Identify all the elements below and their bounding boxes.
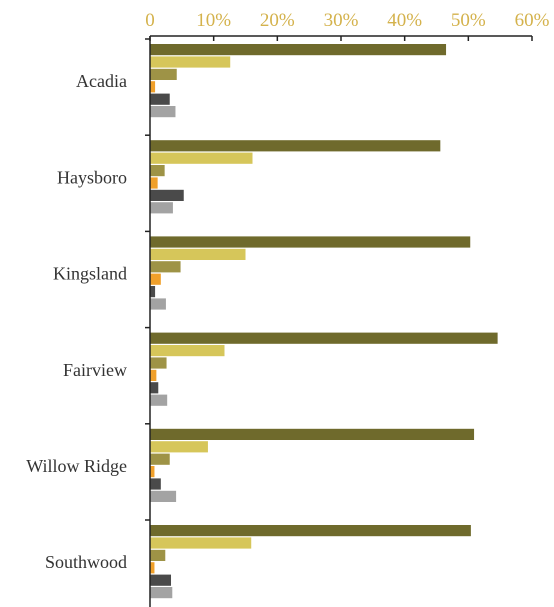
bar (150, 140, 441, 152)
bar (150, 357, 167, 369)
bar (150, 106, 176, 118)
bars (150, 44, 498, 599)
x-tick-label: 40% (387, 10, 422, 31)
bar (150, 332, 498, 344)
bar (150, 81, 156, 93)
bar (150, 394, 168, 406)
axes (145, 35, 533, 607)
bar (150, 286, 156, 298)
category-label: Haysboro (57, 167, 127, 187)
x-tick-label: 30% (324, 10, 359, 31)
category-label: Acadia (76, 71, 127, 91)
bar (150, 587, 173, 599)
x-tick-label: 10% (196, 10, 231, 31)
bar (150, 537, 252, 549)
bar (150, 273, 161, 285)
category-label: Willow Ridge (26, 456, 127, 476)
x-tick-label: 0 (145, 10, 155, 31)
bar (150, 549, 166, 561)
bar (150, 93, 170, 105)
bar (150, 298, 166, 310)
bar (150, 68, 177, 80)
bar (150, 202, 173, 214)
bar (150, 56, 231, 68)
bar (150, 490, 177, 502)
bar (150, 428, 475, 440)
category-labels: Acadia Haysboro Kingsland Fairview Willow Ri… (26, 71, 127, 572)
x-tick-label: 20% (260, 10, 295, 31)
bar (150, 441, 208, 453)
category-label: Fairview (63, 360, 127, 380)
bar (150, 345, 225, 357)
bar (150, 236, 471, 248)
category-label: Kingsland (53, 264, 127, 284)
x-tick-label: 50% (451, 10, 486, 31)
bar (150, 189, 184, 201)
bar (150, 369, 157, 381)
bar (150, 525, 471, 537)
bar (150, 562, 155, 574)
bar (150, 152, 253, 164)
category-label: Southwood (45, 552, 127, 572)
bar (150, 574, 172, 586)
x-axis-ticks: 0 10% 20% 30% 40% 50% 60% (145, 10, 549, 31)
bar (150, 248, 246, 260)
bar (150, 466, 155, 478)
bar (150, 453, 170, 465)
bar (150, 382, 159, 394)
x-tick-label: 60% (515, 10, 550, 31)
bar (150, 165, 165, 177)
bar (150, 177, 158, 189)
bar (150, 478, 161, 490)
bar (150, 261, 181, 273)
bar (150, 44, 447, 56)
